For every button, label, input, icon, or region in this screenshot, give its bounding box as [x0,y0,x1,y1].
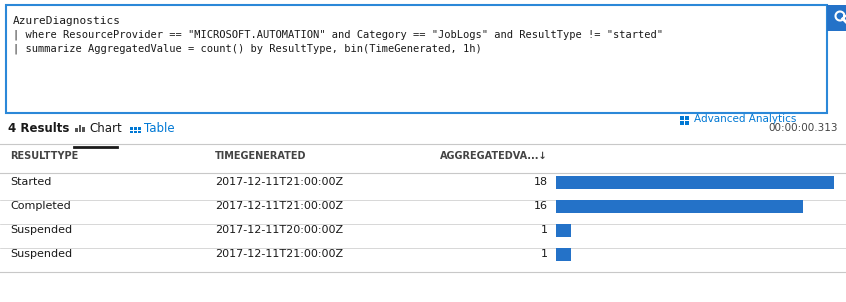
Text: 16: 16 [534,201,548,211]
FancyBboxPatch shape [680,121,684,124]
FancyBboxPatch shape [685,116,689,120]
FancyBboxPatch shape [134,130,136,133]
FancyBboxPatch shape [556,248,571,261]
Text: 2017-12-11T20:00:00Z: 2017-12-11T20:00:00Z [215,225,343,235]
Text: 1: 1 [541,249,548,259]
FancyBboxPatch shape [134,127,136,130]
FancyBboxPatch shape [138,127,140,130]
Text: 00:00:00.313: 00:00:00.313 [768,123,838,133]
Text: 2017-12-11T21:00:00Z: 2017-12-11T21:00:00Z [215,249,343,259]
Text: Advanced Analytics: Advanced Analytics [694,114,796,124]
Text: RESULTTYPE: RESULTTYPE [10,151,78,161]
FancyBboxPatch shape [827,5,846,31]
FancyBboxPatch shape [556,175,834,188]
Text: | where ResourceProvider == "MICROSOFT.AUTOMATION" and Category == "JobLogs" and: | where ResourceProvider == "MICROSOFT.A… [13,30,663,40]
Text: 4 Results: 4 Results [8,121,69,134]
FancyBboxPatch shape [680,116,684,120]
FancyBboxPatch shape [130,130,133,133]
Text: Chart: Chart [89,121,122,134]
Text: | summarize AggregatedValue = count() by ResultType, bin(TimeGenerated, 1h): | summarize AggregatedValue = count() by… [13,44,481,54]
FancyBboxPatch shape [6,5,827,113]
Text: Suspended: Suspended [10,249,72,259]
Text: Suspended: Suspended [10,225,72,235]
Text: TIMEGENERATED: TIMEGENERATED [215,151,306,161]
FancyBboxPatch shape [556,223,571,236]
Text: Completed: Completed [10,201,71,211]
Text: 18: 18 [534,177,548,187]
Text: 1: 1 [541,225,548,235]
Text: AGGREGATEDVA...↓: AGGREGATEDVA...↓ [441,151,548,161]
FancyBboxPatch shape [556,200,803,213]
Text: AzureDiagnostics: AzureDiagnostics [13,16,121,26]
FancyBboxPatch shape [130,127,133,130]
FancyBboxPatch shape [79,125,81,132]
FancyBboxPatch shape [685,121,689,124]
Text: Table: Table [144,121,174,134]
FancyBboxPatch shape [82,127,85,132]
Text: Started: Started [10,177,52,187]
FancyBboxPatch shape [138,130,140,133]
Text: 2017-12-11T21:00:00Z: 2017-12-11T21:00:00Z [215,177,343,187]
FancyBboxPatch shape [75,128,78,132]
Text: 2017-12-11T21:00:00Z: 2017-12-11T21:00:00Z [215,201,343,211]
